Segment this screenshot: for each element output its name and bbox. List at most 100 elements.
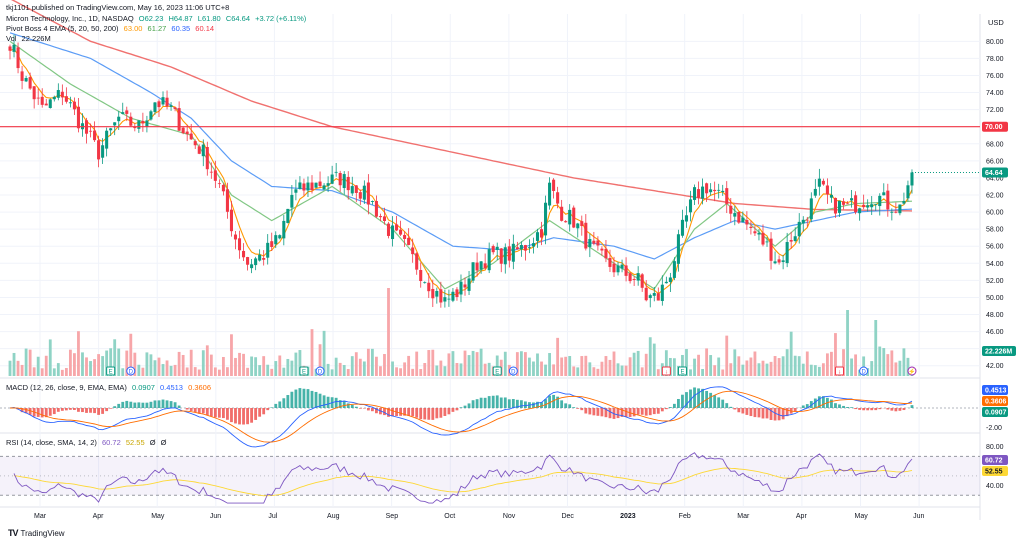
candle-body-63 xyxy=(262,258,266,260)
candle-body-215 xyxy=(874,204,878,206)
volume-bar-176 xyxy=(717,357,721,376)
volume-bar-208 xyxy=(846,310,849,376)
macd-hist-87 xyxy=(358,408,362,409)
volume-bar-115 xyxy=(471,350,475,376)
candle-body-74 xyxy=(306,182,310,191)
candle-body-43 xyxy=(181,127,185,134)
volume-bar-165 xyxy=(672,358,676,376)
price-tick-13: 54.00 xyxy=(986,261,1004,268)
candle-202 xyxy=(821,178,825,186)
tradingview-brand[interactable]: TV TradingView xyxy=(8,528,65,538)
change-value: +3.72 (+6.11%) xyxy=(255,14,307,23)
macd-hist-12 xyxy=(56,408,60,412)
volume-bar-117 xyxy=(479,348,483,376)
macd-legend[interactable]: MACD (12, 26, close, 9, EMA, EMA) 0.0907… xyxy=(6,383,214,393)
candle-58 xyxy=(242,243,246,261)
candle-body-2 xyxy=(16,47,20,69)
candle-155 xyxy=(632,276,636,286)
candle-body-211 xyxy=(858,208,862,214)
macd-hist-19 xyxy=(85,408,88,413)
candle-body-80 xyxy=(330,174,334,184)
candle-138 xyxy=(564,220,568,223)
event-marker-8 xyxy=(834,366,844,376)
candle-body-40 xyxy=(169,105,173,107)
macd-hist-60 xyxy=(250,408,254,423)
candle-100 xyxy=(411,238,415,263)
symbol-name[interactable]: Micron Technology, Inc., 1D, NASDAQ xyxy=(6,14,134,23)
macd-hist-74 xyxy=(306,389,310,408)
macd-hist-215 xyxy=(874,408,878,411)
volume-bar-17 xyxy=(77,331,80,376)
volume-bar-49 xyxy=(205,345,209,376)
candle-body-134 xyxy=(548,182,552,206)
rsi-legend[interactable]: RSI (14, close, SMA, 14, 2) 60.72 52.55 … xyxy=(6,438,170,448)
macd-hist-66 xyxy=(274,403,278,408)
candle-body-223 xyxy=(906,185,910,199)
macd-hist-81 xyxy=(334,397,338,408)
event-marker-5 xyxy=(508,366,518,376)
candle-body-208 xyxy=(846,203,850,205)
macd-hist-157 xyxy=(640,408,644,415)
macd-hist-54 xyxy=(226,408,229,420)
candle-105 xyxy=(431,279,435,308)
vol-legend[interactable]: Vol 22.226M xyxy=(6,34,54,44)
candle-130 xyxy=(531,237,535,254)
candle-180 xyxy=(733,205,737,226)
candle-88 xyxy=(362,180,366,204)
candle-165 xyxy=(672,257,676,281)
candle-168 xyxy=(684,206,689,228)
candle-body-27 xyxy=(117,116,121,122)
price-tick-0: 80.00 xyxy=(986,39,1004,46)
macd-hist-67 xyxy=(278,401,282,408)
candle-139 xyxy=(568,204,572,232)
macd-hist-97 xyxy=(399,408,402,416)
macd-hist-77 xyxy=(318,393,322,408)
volume-bar-160 xyxy=(652,343,656,376)
candle-117 xyxy=(479,261,483,274)
candle-19 xyxy=(84,117,89,144)
candle-body-191 xyxy=(777,259,781,263)
candle-166 xyxy=(676,229,680,272)
ema50-value: 60.35 xyxy=(171,24,191,33)
volume-bar-156 xyxy=(636,350,640,376)
macd-hist-98 xyxy=(403,408,407,416)
volume-bar-145 xyxy=(592,367,596,376)
macd-hist-118 xyxy=(483,397,487,408)
candle-147 xyxy=(600,246,604,256)
pivot-legend[interactable]: Pivot Boss 4 EMA (5, 20, 50, 200) 63.00 … xyxy=(6,24,217,34)
macd-hist-65 xyxy=(270,407,274,408)
candle-44 xyxy=(185,124,189,142)
macd-hist-183 xyxy=(745,408,749,415)
volume-bar-58 xyxy=(242,353,245,376)
event-marker-9 xyxy=(859,366,869,376)
rsi-band xyxy=(0,456,980,496)
event-marker-2 xyxy=(299,366,309,376)
macd-hist-140 xyxy=(572,407,576,408)
candle-67 xyxy=(278,234,282,240)
time-tick-7: Oct xyxy=(444,513,455,520)
macd-hist-46 xyxy=(193,408,197,413)
volume-bar-222 xyxy=(902,348,906,376)
volume-bar-19 xyxy=(85,357,88,376)
volume-bar-3 xyxy=(20,364,24,376)
ema5-value: 63.00 xyxy=(123,24,143,33)
volume-bar-185 xyxy=(753,351,757,376)
macd-hist-123 xyxy=(503,397,507,408)
macd-hist-172 xyxy=(701,388,704,408)
macd-hist-127 xyxy=(519,400,523,408)
candle-body-198 xyxy=(805,219,809,221)
candle-9 xyxy=(44,98,48,106)
candle-body-91 xyxy=(374,201,378,217)
macd-hist-4 xyxy=(24,408,28,414)
volume-bar-20 xyxy=(89,361,92,376)
macd-hist-33 xyxy=(141,402,145,408)
volume-bar-26 xyxy=(113,339,117,376)
candle-1 xyxy=(12,34,16,58)
rsi-value-label-0: 60.72 xyxy=(985,458,1003,465)
volume-bar-9 xyxy=(44,355,48,376)
candle-12 xyxy=(56,83,60,101)
volume-bar-84 xyxy=(346,369,350,376)
candle-body-38 xyxy=(161,97,165,105)
volume-bar-13 xyxy=(60,369,64,376)
